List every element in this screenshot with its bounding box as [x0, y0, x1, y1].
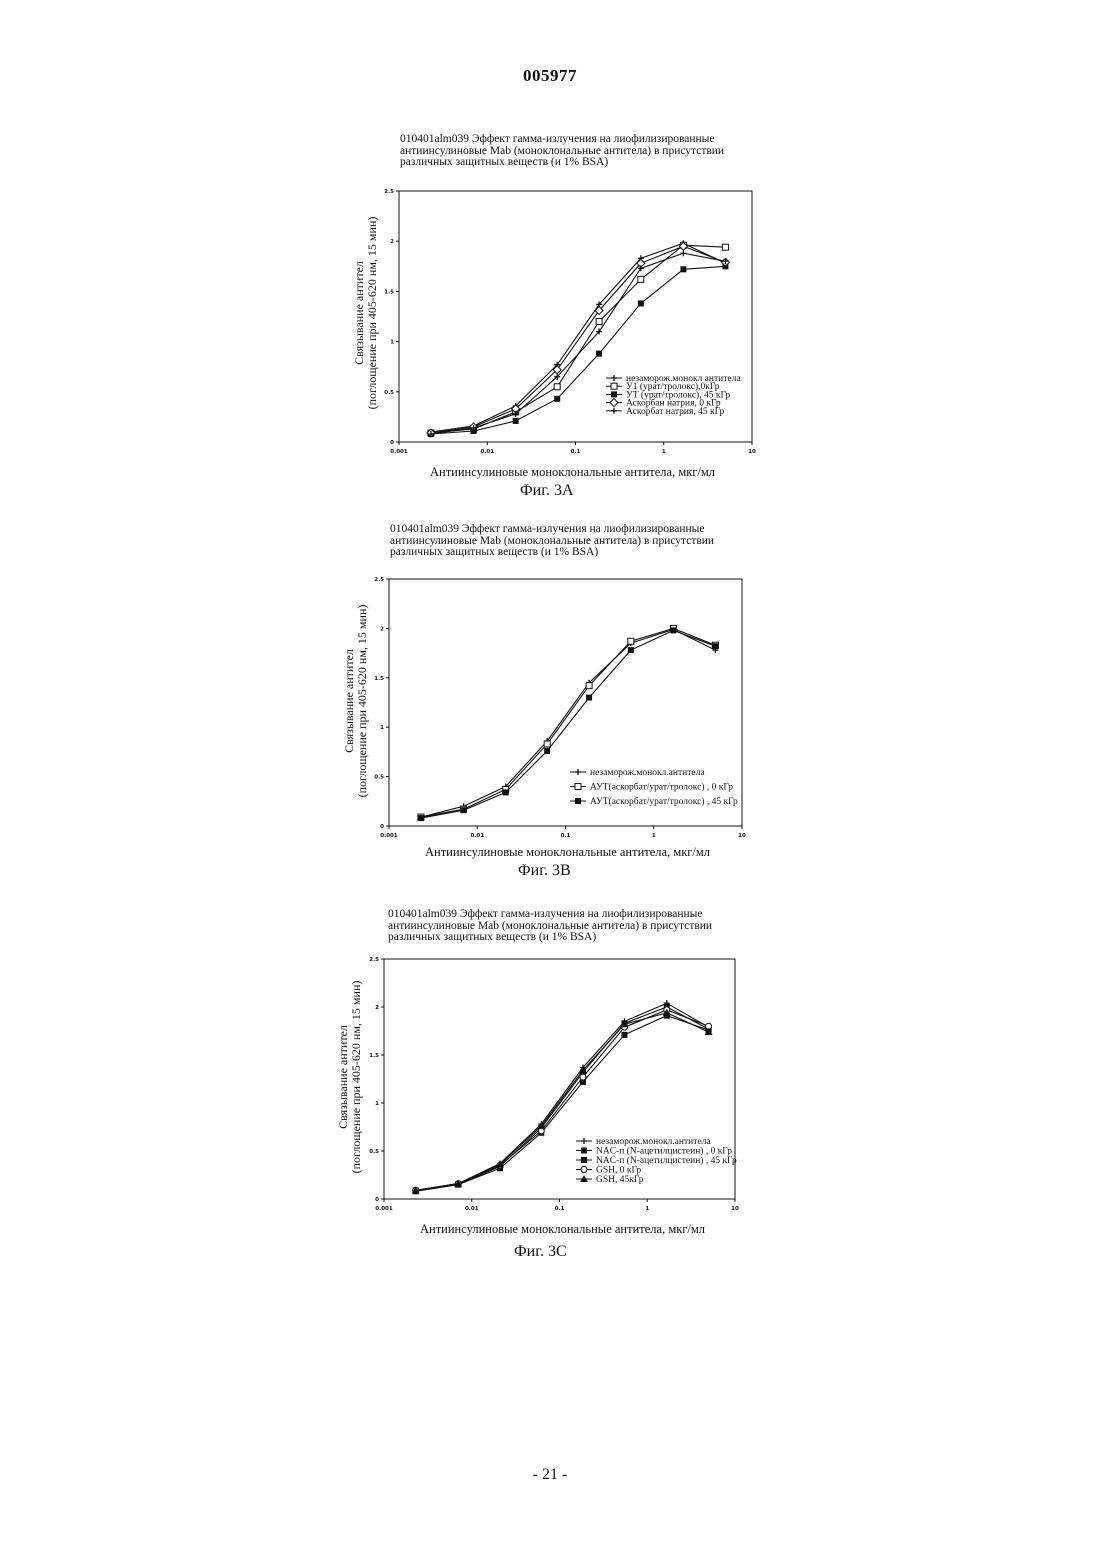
legend-label-0: незаморож.монокл.антитела [596, 1137, 711, 1147]
x-tick-label: 0.001 [375, 1206, 393, 1212]
y-tick-label: 0.5 [369, 1149, 379, 1155]
x-tick-label: 0.01 [465, 1206, 479, 1212]
legend-marker-1 [581, 1148, 587, 1154]
legend-label-2: NAC-п (N-ацетилцистеин) , 45 кГр [596, 1155, 737, 1166]
chart-c-xlabel: Антиинсулиновые моноклональные антитела,… [420, 1222, 705, 1237]
y-tick-label: 0 [375, 1197, 379, 1203]
chart-c-caption: Фиг. 3С [514, 1243, 567, 1261]
legend-label-4: GSH, 45кГр [596, 1175, 644, 1185]
legend-marker-2 [581, 1157, 587, 1163]
legend-label-1: NAC-п (N-ацетилцистеин) , 0 кГр [596, 1146, 732, 1157]
legend-marker-0 [581, 1138, 587, 1144]
legend-marker-3 [581, 1167, 587, 1173]
y-tick-label: 2.5 [369, 957, 379, 963]
data-point-s2-p5 [621, 1032, 627, 1038]
y-tick-label: 2 [375, 1005, 379, 1011]
x-tick-label: 1 [645, 1206, 649, 1212]
y-tick-label: 1.5 [369, 1053, 379, 1059]
legend-label-3: GSH, 0 кГр [596, 1166, 641, 1176]
data-point-s3-p4 [580, 1074, 586, 1080]
y-tick-label: 1 [375, 1101, 379, 1107]
x-tick-label: 0.1 [555, 1206, 565, 1212]
x-tick-label: 10 [731, 1206, 739, 1212]
page-footer-number: - 21 - [0, 1466, 1100, 1484]
